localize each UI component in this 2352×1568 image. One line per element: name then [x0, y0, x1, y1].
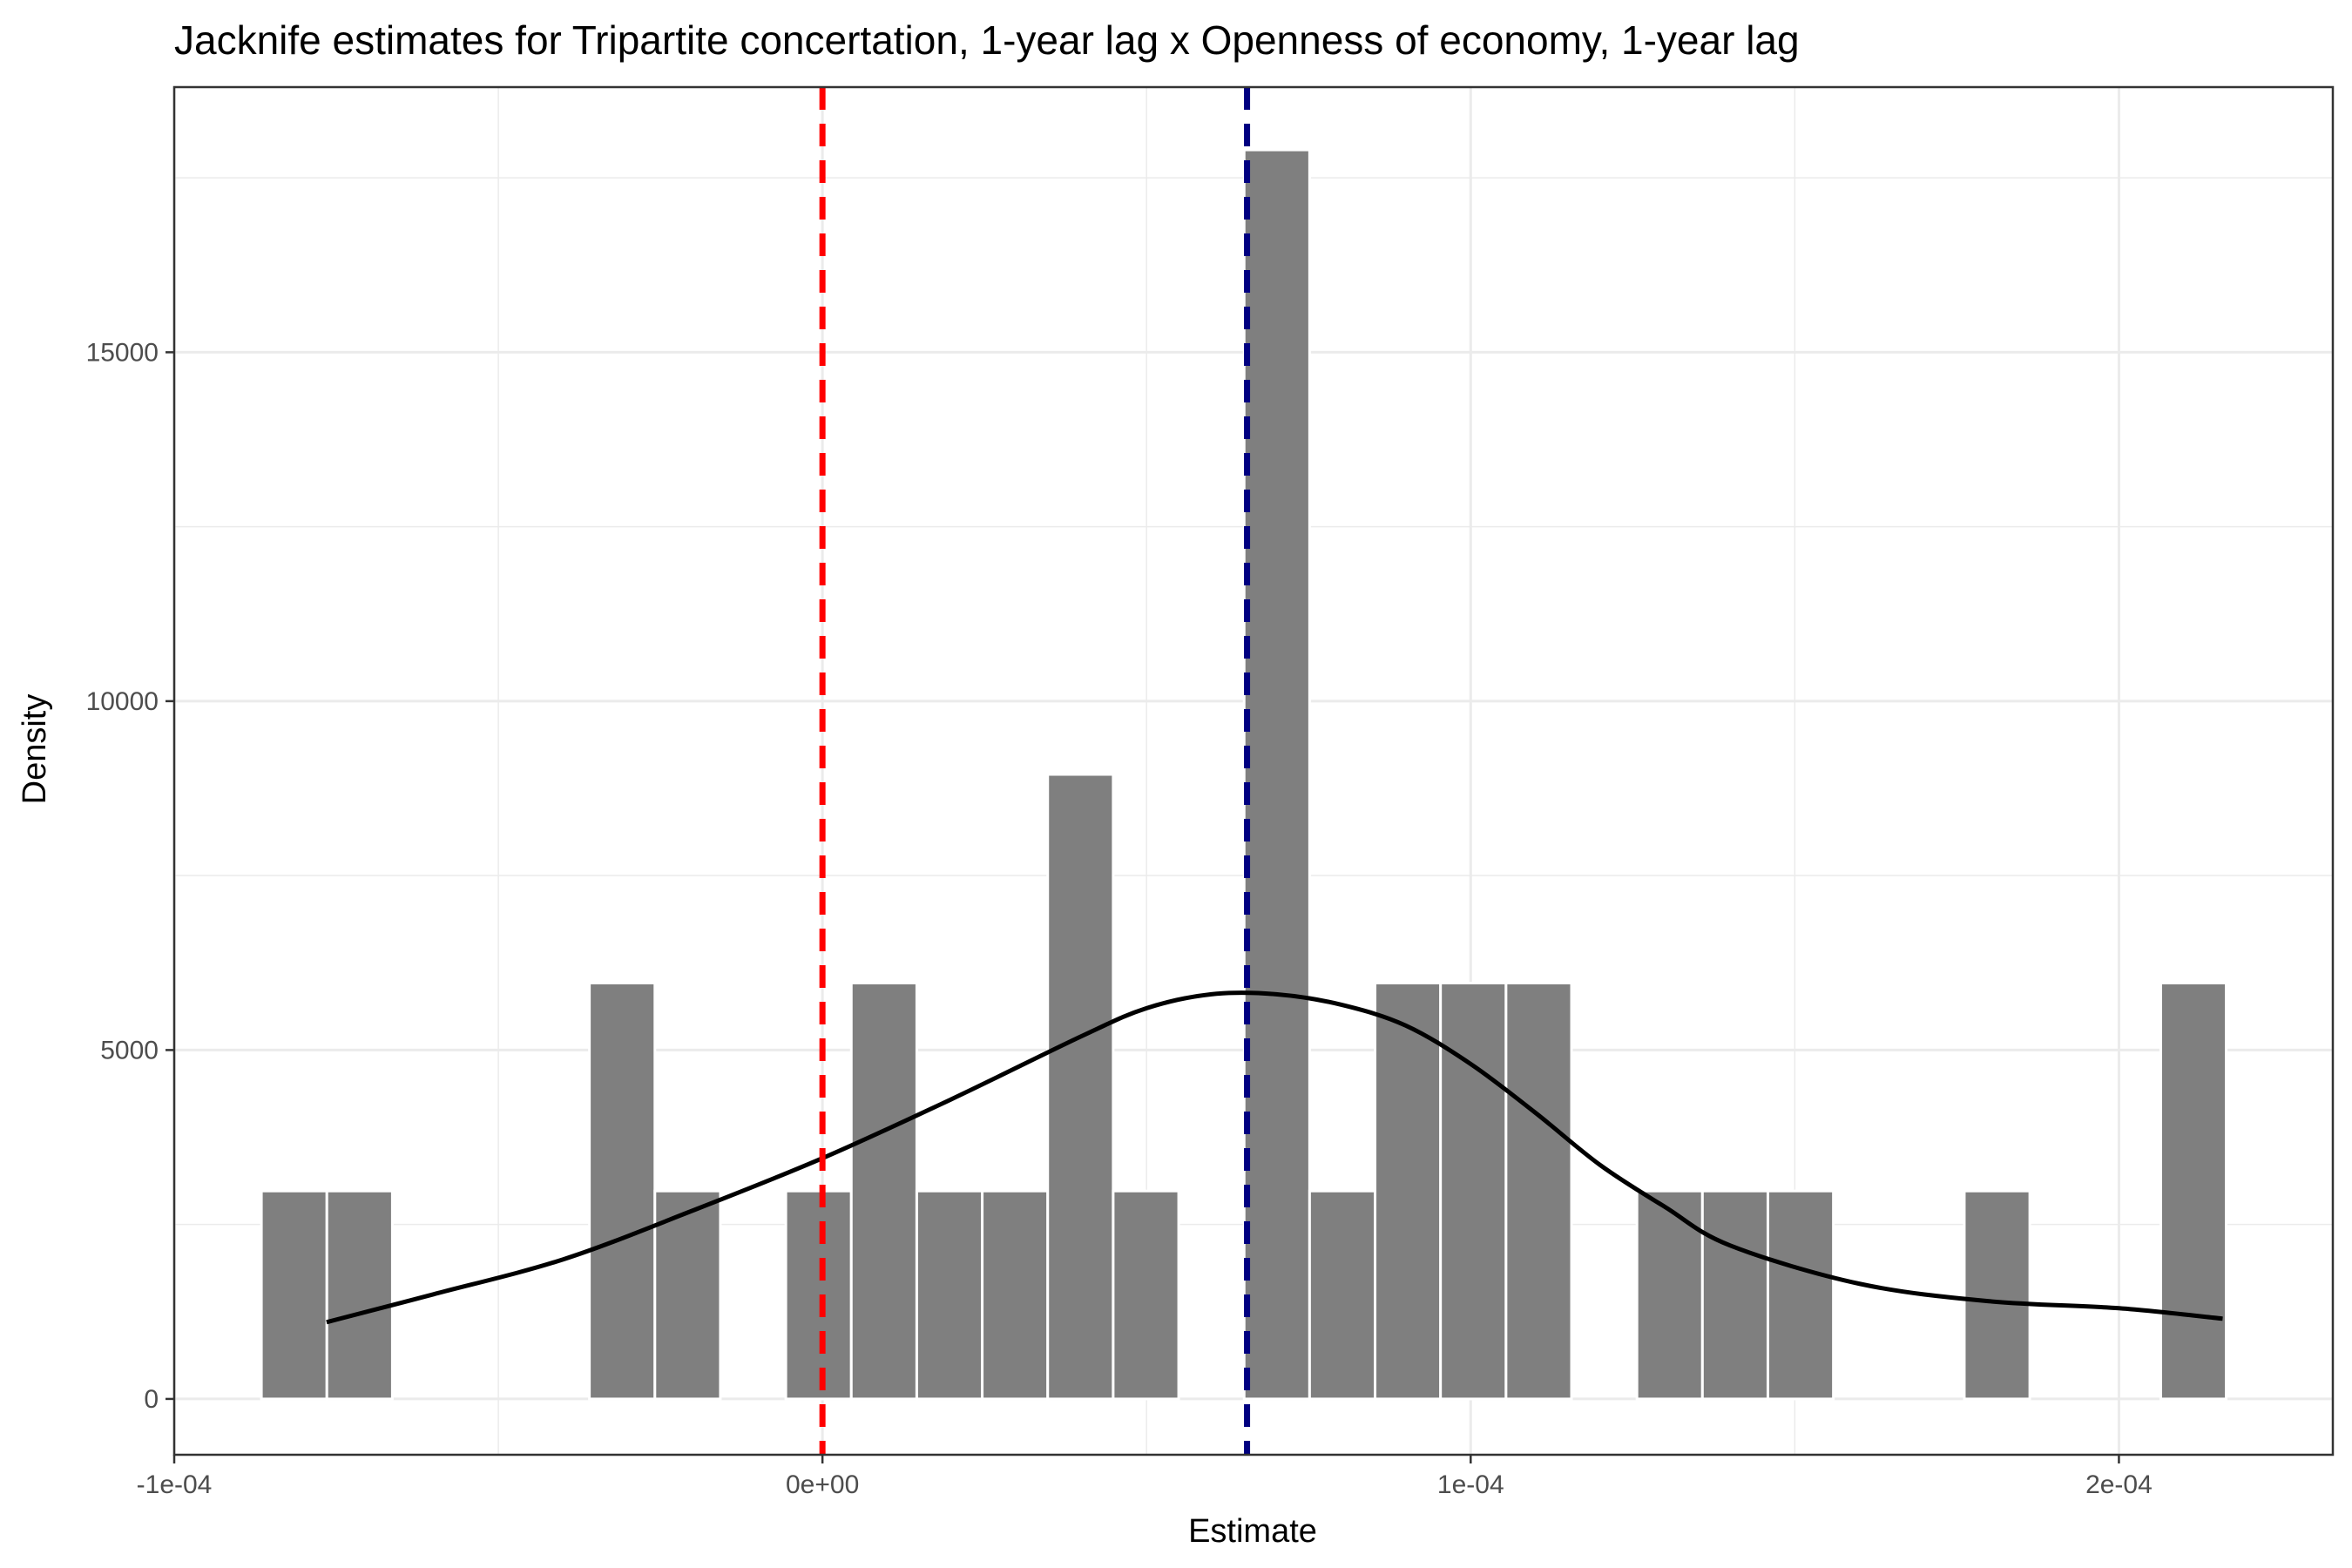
y-tick-label: 10000 — [86, 687, 159, 716]
histogram-bar — [784, 1189, 853, 1401]
histogram-bar — [653, 1189, 722, 1401]
y-tick-label: 0 — [144, 1385, 159, 1414]
histogram-bar — [1112, 1189, 1180, 1401]
histogram-bar — [1635, 1189, 1704, 1401]
histogram-bar — [1439, 982, 1508, 1401]
x-tick-label: 2e-04 — [2085, 1470, 2153, 1499]
histogram-bar — [915, 1189, 984, 1401]
x-tick-label: -1e-04 — [137, 1470, 213, 1499]
chart-title: Jacknife estimates for Tripartite concer… — [174, 17, 1800, 63]
x-tick-label: 0e+00 — [786, 1470, 859, 1499]
histogram-bar — [849, 982, 918, 1401]
panel-border — [172, 85, 2335, 1456]
histogram-bar — [1374, 982, 1443, 1401]
histogram-bar — [260, 1189, 328, 1401]
x-tick-label: 1e-04 — [1437, 1470, 1504, 1499]
histogram-bar — [1308, 1189, 1377, 1401]
histogram-bar — [1242, 148, 1311, 1401]
histogram-bar — [325, 1189, 394, 1401]
density-curve — [326, 990, 2223, 1325]
histogram-bar — [1700, 1189, 1769, 1401]
histogram-bar — [588, 982, 657, 1401]
histogram-bar — [1766, 1189, 1835, 1401]
y-axis-title: Density — [17, 694, 53, 805]
x-axis: -1e-04 0e+00 1e-04 2e-04 — [137, 1455, 2153, 1499]
reference-lines — [819, 87, 1251, 1455]
histogram-bar — [1504, 982, 1573, 1401]
y-axis: 0 5000 10000 15000 — [86, 338, 174, 1414]
y-tick-label: 15000 — [86, 338, 159, 367]
x-axis-title: Estimate — [1188, 1513, 1317, 1550]
histogram-bar — [1963, 1189, 2031, 1401]
histogram-bar — [1046, 773, 1115, 1401]
histogram-bar — [981, 1189, 1050, 1401]
histogram-bar — [2159, 982, 2228, 1401]
y-tick-label: 5000 — [100, 1036, 159, 1064]
